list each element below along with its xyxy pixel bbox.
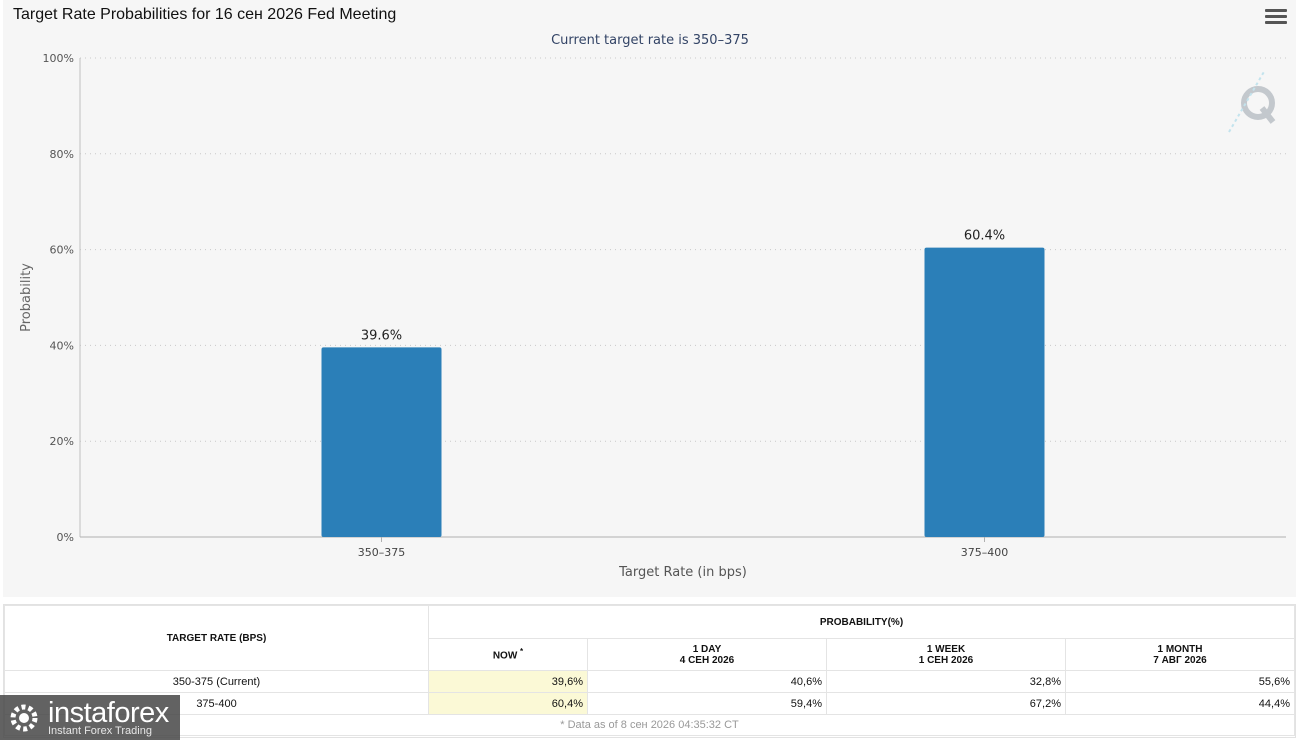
chart-panel: 0% 20% 40% 60% 80% 100% 39.6% 350–375 60.4% 375–4… <box>3 0 1296 597</box>
x-tick-label: 375–400 <box>961 546 1009 559</box>
row-now: 39,6% <box>428 670 588 693</box>
q-logo-icon <box>1228 69 1276 133</box>
row-1-day: 40,6% <box>587 670 827 693</box>
y-tick-label: 60% <box>50 244 74 257</box>
watermark-tagline: Instant Forex Trading <box>48 725 152 737</box>
now-label: NOW <box>492 650 518 662</box>
watermark-brand: instaforex <box>48 697 169 729</box>
y-tick-label: 80% <box>50 148 74 161</box>
row-now: 60,4% <box>428 692 588 715</box>
probability-table-panel: TARGET RATE (BPS) PROBABILITY(%) NOW * 1… <box>3 604 1296 738</box>
row-1-month: 44,4% <box>1065 692 1295 715</box>
col-header-probability: PROBABILITY(%) <box>428 605 1295 639</box>
x-tick-label: 350–375 <box>358 546 406 559</box>
row-rate: 350-375 (Current) <box>4 670 429 693</box>
y-tick-label: 0% <box>57 531 74 544</box>
col-header-target-rate: TARGET RATE (BPS) <box>4 605 429 671</box>
bar-data-label: 39.6% <box>361 328 402 343</box>
probability-table: TARGET RATE (BPS) PROBABILITY(%) NOW * 1… <box>4 605 1295 736</box>
chart-title: Target Rate Probabilities for 16 сен 202… <box>13 6 397 23</box>
col-header-1-day: 1 DAY 4 СЕН 2026 <box>587 638 827 671</box>
gear-logo-icon <box>10 704 38 732</box>
bar <box>321 347 442 537</box>
table-row: 350-375 (Current) 39,6% 40,6% 32,8% 55,6… <box>4 670 1295 693</box>
y-tick-label: 20% <box>50 435 74 448</box>
bar-data-label: 60.4% <box>964 229 1005 244</box>
y-tick-label: 40% <box>50 339 74 352</box>
col-header-1-week: 1 WEEK 1 СЕН 2026 <box>826 638 1066 671</box>
x-axis-title: Target Rate (in bps) <box>618 565 747 580</box>
y-tick-label: 100% <box>43 52 74 65</box>
row-1-day: 59,4% <box>587 692 827 715</box>
row-1-week: 32,8% <box>826 670 1066 693</box>
bar-chart: 0% 20% 40% 60% 80% 100% 39.6% 350–375 60.4% 375–4… <box>19 33 1286 580</box>
instaforex-watermark: instaforex Instant Forex Trading <box>0 695 180 740</box>
now-footnote-mark: * <box>520 647 524 657</box>
table-row: 375-400 60,4% 59,4% 67,2% 44,4% <box>4 692 1295 715</box>
col-header-1-month: 1 MONTH 7 АВГ 2026 <box>1065 638 1295 671</box>
col-header-now: NOW * <box>428 638 588 671</box>
row-1-month: 55,6% <box>1065 670 1295 693</box>
chart-subtitle: Current target rate is 350–375 <box>551 33 749 48</box>
y-axis-title: Probability <box>19 263 34 332</box>
hamburger-menu-icon[interactable] <box>1265 9 1287 27</box>
row-1-week: 67,2% <box>826 692 1066 715</box>
bar <box>924 247 1045 537</box>
data-timestamp-footnote: * Data as of 8 сен 2026 04:35:32 CT <box>4 714 1295 736</box>
